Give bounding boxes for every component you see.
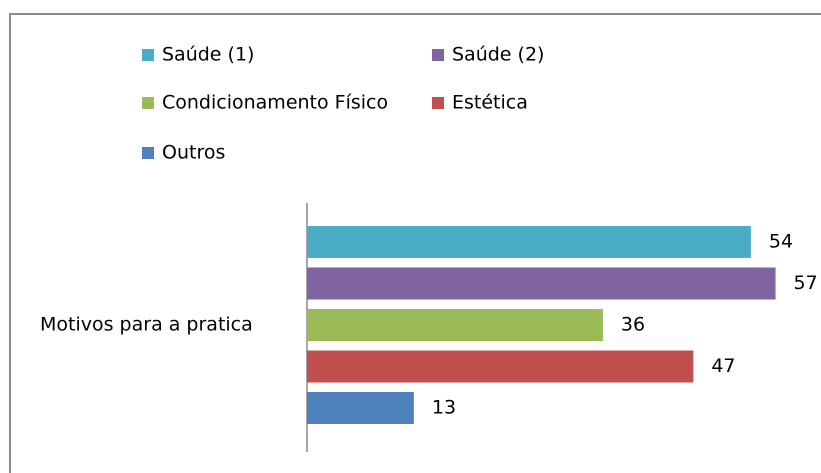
category-label: Motivos para a pratica: [40, 314, 253, 336]
legend-label: Estética: [452, 92, 528, 114]
data-label: 47: [711, 355, 735, 377]
bar: [307, 267, 776, 300]
data-label: 13: [432, 397, 456, 419]
bar: [307, 309, 603, 341]
data-label: 36: [621, 314, 645, 336]
legend-swatch: [432, 49, 444, 61]
bar: [307, 392, 414, 424]
legend-label: Condicionamento Físico: [162, 92, 388, 114]
legend-swatch: [432, 97, 444, 109]
legend-swatch: [142, 147, 154, 159]
legend-label: Saúde (2): [452, 44, 544, 66]
legend-label: Saúde (1): [162, 44, 254, 66]
legend-swatch: [142, 49, 154, 61]
bar: [307, 350, 694, 383]
data-label: 57: [794, 272, 818, 294]
data-label: 54: [769, 231, 793, 253]
legend-label: Outros: [162, 142, 225, 164]
bar: [307, 226, 751, 258]
legend-swatch: [142, 97, 154, 109]
chart-frame: [9, 13, 821, 473]
